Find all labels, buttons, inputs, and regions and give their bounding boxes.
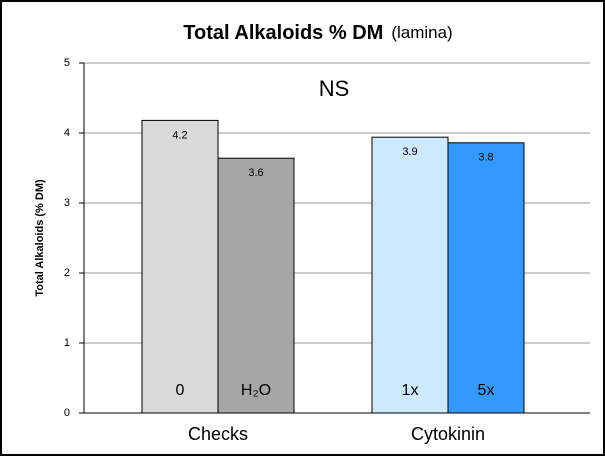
bar-label: 1x	[402, 382, 419, 399]
x-group-label: Cytokinin	[411, 424, 485, 444]
bar	[371, 136, 449, 414]
title: Total Alkaloids % DM	[183, 22, 383, 44]
y-tick-label: 0	[64, 407, 70, 419]
value-label: 3.6	[248, 167, 263, 179]
bar-label: 5x	[478, 382, 495, 399]
y-tick-label: 2	[64, 267, 70, 279]
y-tick-label: 3	[64, 197, 70, 209]
y-tick-label: 4	[64, 127, 70, 139]
y-tick-label: 1	[64, 337, 70, 349]
bar	[447, 142, 525, 414]
value-label: 3.9	[402, 146, 417, 158]
value-label: 4.2	[172, 129, 187, 141]
y-axis-label: Total Alkaloids (% DM)	[34, 179, 46, 297]
value-label: 3.8	[478, 152, 493, 164]
chart-title: Total Alkaloids % DM (lamina)	[183, 22, 452, 44]
x-group-label: Checks	[188, 424, 248, 444]
annotation: NS	[319, 76, 350, 101]
bar-label: H₂O	[241, 382, 271, 399]
subtitle: (lamina)	[391, 23, 452, 42]
y-tick-label: 5	[64, 57, 70, 69]
bar-label: 0	[176, 382, 185, 399]
bar	[217, 157, 295, 414]
bar	[141, 119, 219, 414]
